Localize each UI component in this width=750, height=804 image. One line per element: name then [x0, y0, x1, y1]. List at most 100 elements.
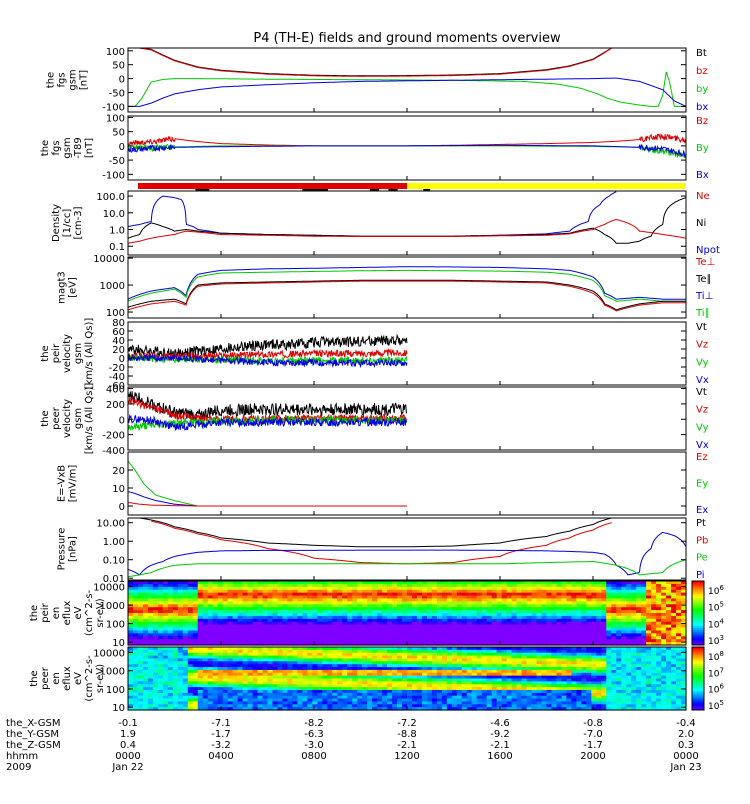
- y-axis-label: [nT]: [79, 70, 90, 90]
- legend-entry: Pb: [696, 535, 708, 546]
- panel-frame: [128, 191, 686, 255]
- legend-entry: Pt: [696, 518, 706, 529]
- series-Ti⊥-line: [128, 267, 686, 300]
- y-tick-label: -400: [102, 446, 125, 457]
- y-tick-label: -100: [102, 102, 125, 113]
- legend-entry: Vt: [696, 322, 707, 333]
- legend-entry: Vz: [696, 340, 708, 351]
- y-tick-label: 10: [112, 638, 125, 649]
- y-tick-label: 20: [112, 466, 125, 477]
- y-tick-label: 50: [112, 61, 125, 72]
- legend-entry: Ne: [696, 191, 710, 202]
- legend-entry: Vy: [696, 357, 709, 368]
- legend-entry: Bx: [696, 170, 709, 181]
- y-tick-label: 100.0: [96, 192, 125, 203]
- panel-frame: [128, 116, 686, 180]
- y-tick-label: 10000: [93, 254, 125, 265]
- series-Pb-line: [151, 521, 611, 564]
- legend-entry: Vt: [696, 387, 707, 398]
- panel-3: 100.010.01.00.1Density[1/cc][cm-3]NeNiNp…: [51, 191, 720, 256]
- series-Ti∥-line: [128, 270, 686, 301]
- legend-entry: by: [696, 84, 708, 95]
- y-tick-label: 400: [106, 385, 125, 396]
- series-Npot-line: [128, 192, 616, 236]
- y-axis-label: the: [40, 410, 51, 426]
- y-tick-label: -100: [102, 170, 125, 181]
- y-tick-label: 200: [106, 400, 125, 411]
- y-axis-label: Density: [51, 204, 62, 242]
- legend-entry: Bz: [696, 116, 708, 127]
- legend-entry: Ez: [696, 452, 708, 463]
- legend-entry: Ti⊥: [695, 291, 713, 302]
- y-axis-label: [nT]: [84, 138, 95, 158]
- y-axis-label: velocity: [62, 334, 73, 373]
- y-tick-label: -50: [109, 156, 125, 167]
- series-Te⊥-line: [128, 281, 686, 311]
- y-axis-label: E=-VxB: [57, 465, 68, 502]
- series-Pt-line: [140, 518, 612, 547]
- legend-entry: Vx: [696, 440, 709, 451]
- y-axis-label: fgs: [51, 140, 62, 155]
- y-tick-label: -200: [102, 431, 125, 442]
- y-axis-label: magt3: [57, 271, 68, 304]
- series-Pe-line: [128, 560, 686, 577]
- y-axis-label: [km/s (All Qs)]: [84, 318, 95, 390]
- y-axis-label: the: [40, 140, 51, 156]
- legend-entry: Ti∥: [695, 308, 710, 319]
- legend-entry: Pi: [696, 570, 705, 581]
- y-tick-label: 1.0: [109, 226, 125, 237]
- mode-bar-red: [138, 183, 407, 189]
- y-tick-label: 10.0: [103, 209, 125, 220]
- colorbar-exponent: 4: [719, 617, 724, 625]
- series-by-line: [128, 72, 686, 107]
- legend-entry: Npot: [696, 245, 720, 256]
- legend-entry: Ni: [696, 218, 706, 229]
- y-axis-label: eV: [73, 606, 84, 619]
- legend-entry: Te∥: [695, 274, 712, 285]
- y-tick-label: 50: [112, 128, 125, 139]
- colorbar-label: 104: [708, 617, 724, 630]
- y-axis-label: gsm: [73, 343, 84, 364]
- y-tick-label: 1000: [100, 281, 125, 292]
- y-axis-label: fgs: [57, 72, 68, 87]
- y-axis-label: [1/cc]: [62, 209, 73, 238]
- legend-entry: By: [696, 143, 709, 154]
- y-tick-label: 0: [119, 502, 125, 513]
- figure-title: P4 (TH-E) fields and ground moments over…: [253, 31, 561, 46]
- colorbar-label: 105: [708, 601, 724, 614]
- legend-entry: bz: [696, 66, 708, 77]
- legend-entry: Te⊥: [695, 257, 715, 268]
- y-axis-label: Pressure: [57, 528, 68, 571]
- y-tick-label: 10.00: [96, 519, 125, 530]
- y-tick-label: 0: [119, 415, 125, 426]
- colorbar-exponent: 3: [719, 634, 723, 642]
- legend-entry: Vz: [696, 405, 708, 416]
- y-axis-label: sr-eV): [95, 598, 106, 627]
- y-axis-label: the: [40, 345, 51, 361]
- series-Pi-line: [128, 532, 686, 575]
- y-axis-label: (cm^2-s-: [84, 589, 95, 636]
- y-axis-label: en: [51, 607, 62, 620]
- series-Bx-line: [128, 145, 686, 158]
- y-axis-label: gsm: [62, 137, 73, 158]
- y-tick-label: 100: [106, 620, 125, 631]
- y-axis-label: gsm: [68, 69, 79, 90]
- legend-entry: Pe: [696, 553, 708, 564]
- y-axis-label: peir: [51, 343, 62, 363]
- series-bx-line: [128, 78, 686, 106]
- y-axis-label: eflux: [62, 601, 73, 626]
- colorbar-exponent: 6: [719, 584, 724, 592]
- series-Ey-line: [128, 461, 407, 506]
- y-axis-label: the: [29, 605, 40, 621]
